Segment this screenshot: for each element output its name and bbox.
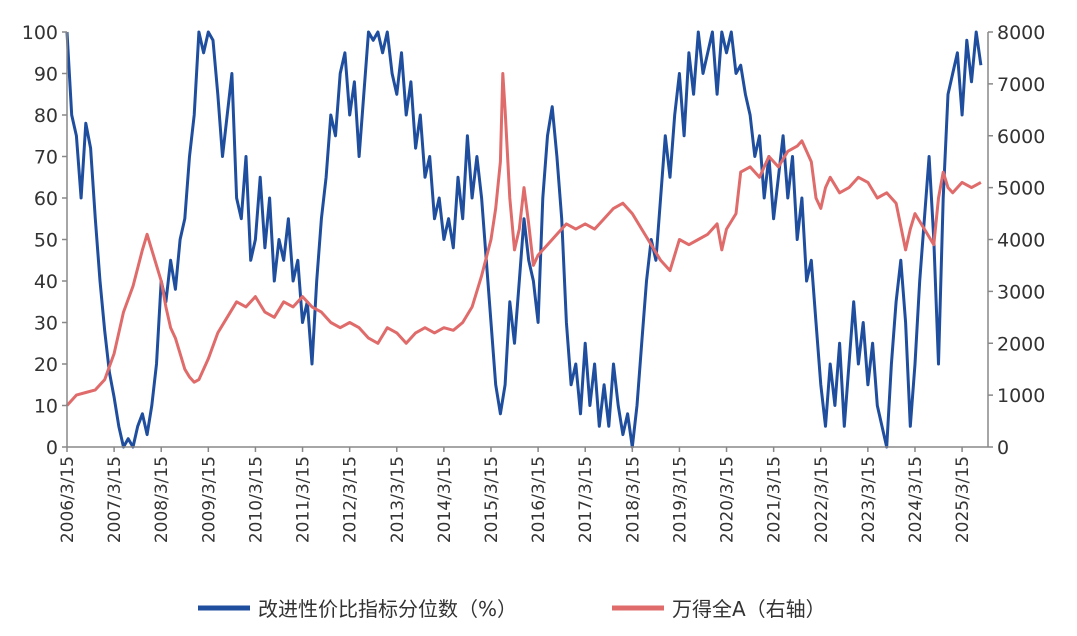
y-tick-label-right: 0 [997, 437, 1009, 459]
y-tick-label-left: 0 [46, 437, 58, 459]
y-tick-label-left: 50 [34, 230, 58, 252]
y-tick-label-left: 60 [34, 188, 58, 210]
x-tick-label: 2010/3/15 [246, 456, 266, 543]
x-tick-label: 2021/3/15 [765, 456, 785, 543]
y-tick-label-right: 1000 [997, 385, 1045, 407]
x-tick-label: 2009/3/15 [199, 456, 219, 543]
y-tick-label-left: 100 [22, 22, 58, 44]
y-tick-label-left: 30 [34, 313, 58, 335]
axes: 0102030405060708090100010002000300040005… [22, 22, 1046, 543]
x-tick-label: 2025/3/15 [953, 456, 973, 543]
y-tick-label-right: 6000 [997, 126, 1045, 148]
series-line-2 [65, 72, 982, 407]
x-tick-label: 2011/3/15 [294, 456, 314, 543]
x-tick-label: 2015/3/15 [482, 456, 502, 543]
x-tick-label: 2012/3/15 [341, 456, 361, 543]
y-tick-label-right: 4000 [997, 230, 1045, 252]
legend-label-series-1: 改进性价比指标分位数（%） [258, 597, 517, 621]
x-tick-label: 2019/3/15 [670, 456, 690, 543]
x-tick-label: 2007/3/15 [105, 456, 125, 543]
y-tick-label-left: 20 [34, 354, 58, 376]
series-line-1 [65, 30, 983, 449]
x-tick-label: 2024/3/15 [906, 456, 926, 543]
x-tick-label: 2013/3/15 [388, 456, 408, 543]
y-tick-label-left: 10 [34, 396, 58, 418]
y-tick-label-left: 70 [34, 147, 58, 169]
x-tick-label: 2022/3/15 [812, 456, 832, 543]
x-tick-label: 2023/3/15 [859, 456, 879, 543]
y-tick-label-right: 7000 [997, 74, 1045, 96]
x-tick-label: 2008/3/15 [152, 456, 172, 543]
legend-label-series-2: 万得全A（右轴） [672, 597, 826, 621]
y-tick-label-right: 2000 [997, 333, 1045, 355]
x-tick-label: 2006/3/15 [58, 456, 78, 543]
y-tick-label-left: 90 [34, 64, 58, 86]
x-tick-label: 2020/3/15 [718, 456, 738, 543]
x-tick-label: 2014/3/15 [435, 456, 455, 543]
plot-area [65, 30, 983, 449]
y-tick-label-right: 8000 [997, 22, 1045, 44]
y-tick-label-right: 5000 [997, 178, 1045, 200]
y-tick-label-left: 80 [34, 105, 58, 127]
x-tick-label: 2016/3/15 [529, 456, 549, 543]
legend: 改进性价比指标分位数（%） 万得全A（右轴） [198, 597, 826, 621]
x-tick-label: 2017/3/15 [576, 456, 596, 543]
y-tick-label-right: 3000 [997, 281, 1045, 303]
y-tick-label-left: 40 [34, 271, 58, 293]
x-tick-label: 2018/3/15 [623, 456, 643, 543]
